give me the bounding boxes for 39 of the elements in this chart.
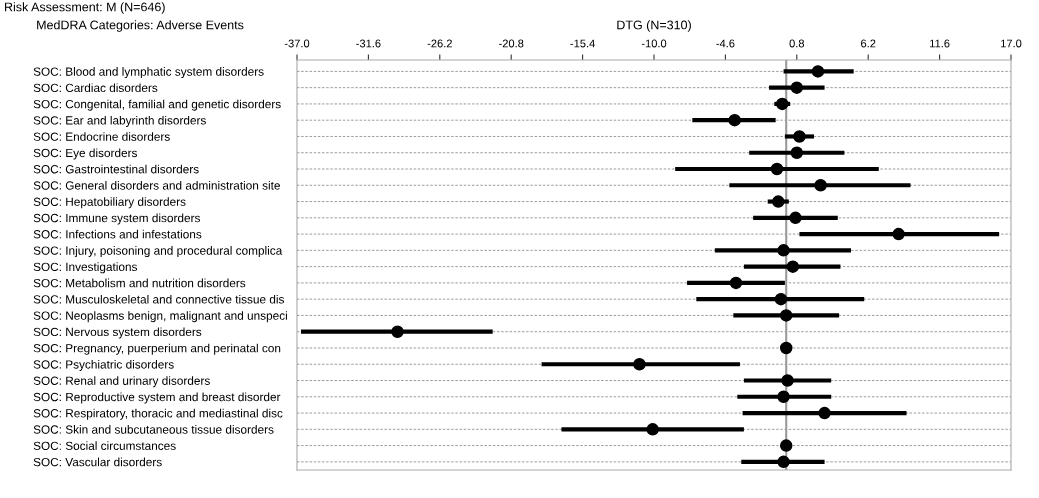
y-tick-label: SOC: Social circumstances [33, 441, 176, 450]
y-tick-label: SOC: Hepatobiliary disorders [33, 197, 186, 209]
x-tick-label: 11.6 [930, 39, 950, 48]
y-tick-label: SOC: Gastrointestinal disorders [33, 164, 199, 174]
y-tick-label: SOC: Neoplasms benign, malignant and unspeci [33, 311, 287, 323]
y-tick-label: SOC: Skin and subcutaneous tissue disorders [33, 425, 274, 434]
x-tick-label: -15.4 [570, 39, 595, 48]
y-tick-label: SOC: Vascular disorders [33, 457, 162, 467]
y-tick-label: SOC: Cardiac disorders [33, 83, 158, 93]
y-axis-title: MedDRA Categories: Adverse Events [37, 20, 244, 32]
y-tick-label: SOC: Eye disorders [33, 148, 137, 160]
chart-title: DTG (N=310) [617, 20, 691, 32]
x-tick-label: 6.2 [861, 39, 876, 48]
y-tick-label: SOC: Reproductive system and breast disorder [33, 392, 281, 404]
y-tick-label: SOC: Psychiatric disorders [33, 359, 174, 371]
y-tick-label: SOC: Ear and labyrinth disorders [33, 115, 206, 127]
x-tick-label: -26.2 [427, 39, 452, 48]
y-tick-label: SOC: Congenital, familial and genetic disorders [33, 99, 281, 111]
y-tick-label: SOC: Immune system disorders [33, 213, 200, 225]
x-tick-label: -4.6 [716, 39, 735, 48]
y-tick-label: SOC: Musculoskeletal and connective tissue dis [33, 294, 284, 304]
y-tick-label: SOC: Injury, poisoning and procedural complica [33, 246, 283, 258]
y-tick-label: SOC: General disorders and administration site [33, 181, 280, 190]
y-tick-label: SOC: Endocrine disorders [33, 132, 170, 141]
y-tick-label: SOC: Respiratory, thoracic and mediastinal disc [33, 408, 283, 420]
y-tick-label: SOC: Nervous system disorders [33, 327, 202, 339]
x-tick-label: 0.8 [789, 39, 805, 48]
y-tick-label: SOC: Investigations [33, 262, 138, 274]
y-tick-label: SOC: Infections and infestations [33, 229, 202, 239]
x-tick-label: 17.0 [1001, 39, 1022, 48]
y-tick-label: SOC: Blood and lymphatic system disorders [33, 67, 264, 79]
x-tick-label: -37.0 [284, 39, 310, 48]
text: Risk Assessment: M (N=646) [5, 2, 165, 14]
y-tick-label: SOC: Renal and urinary disorders [33, 376, 210, 388]
x-tick-label: -10.0 [641, 39, 667, 48]
x-tick-label: -31.6 [356, 39, 381, 48]
y-tick-label: SOC: Metabolism and nutrition disorders [33, 278, 246, 288]
x-tick-label: -20.8 [499, 39, 524, 48]
y-tick-label: SOC: Pregnancy, puerperium and perinatal con [33, 343, 281, 355]
